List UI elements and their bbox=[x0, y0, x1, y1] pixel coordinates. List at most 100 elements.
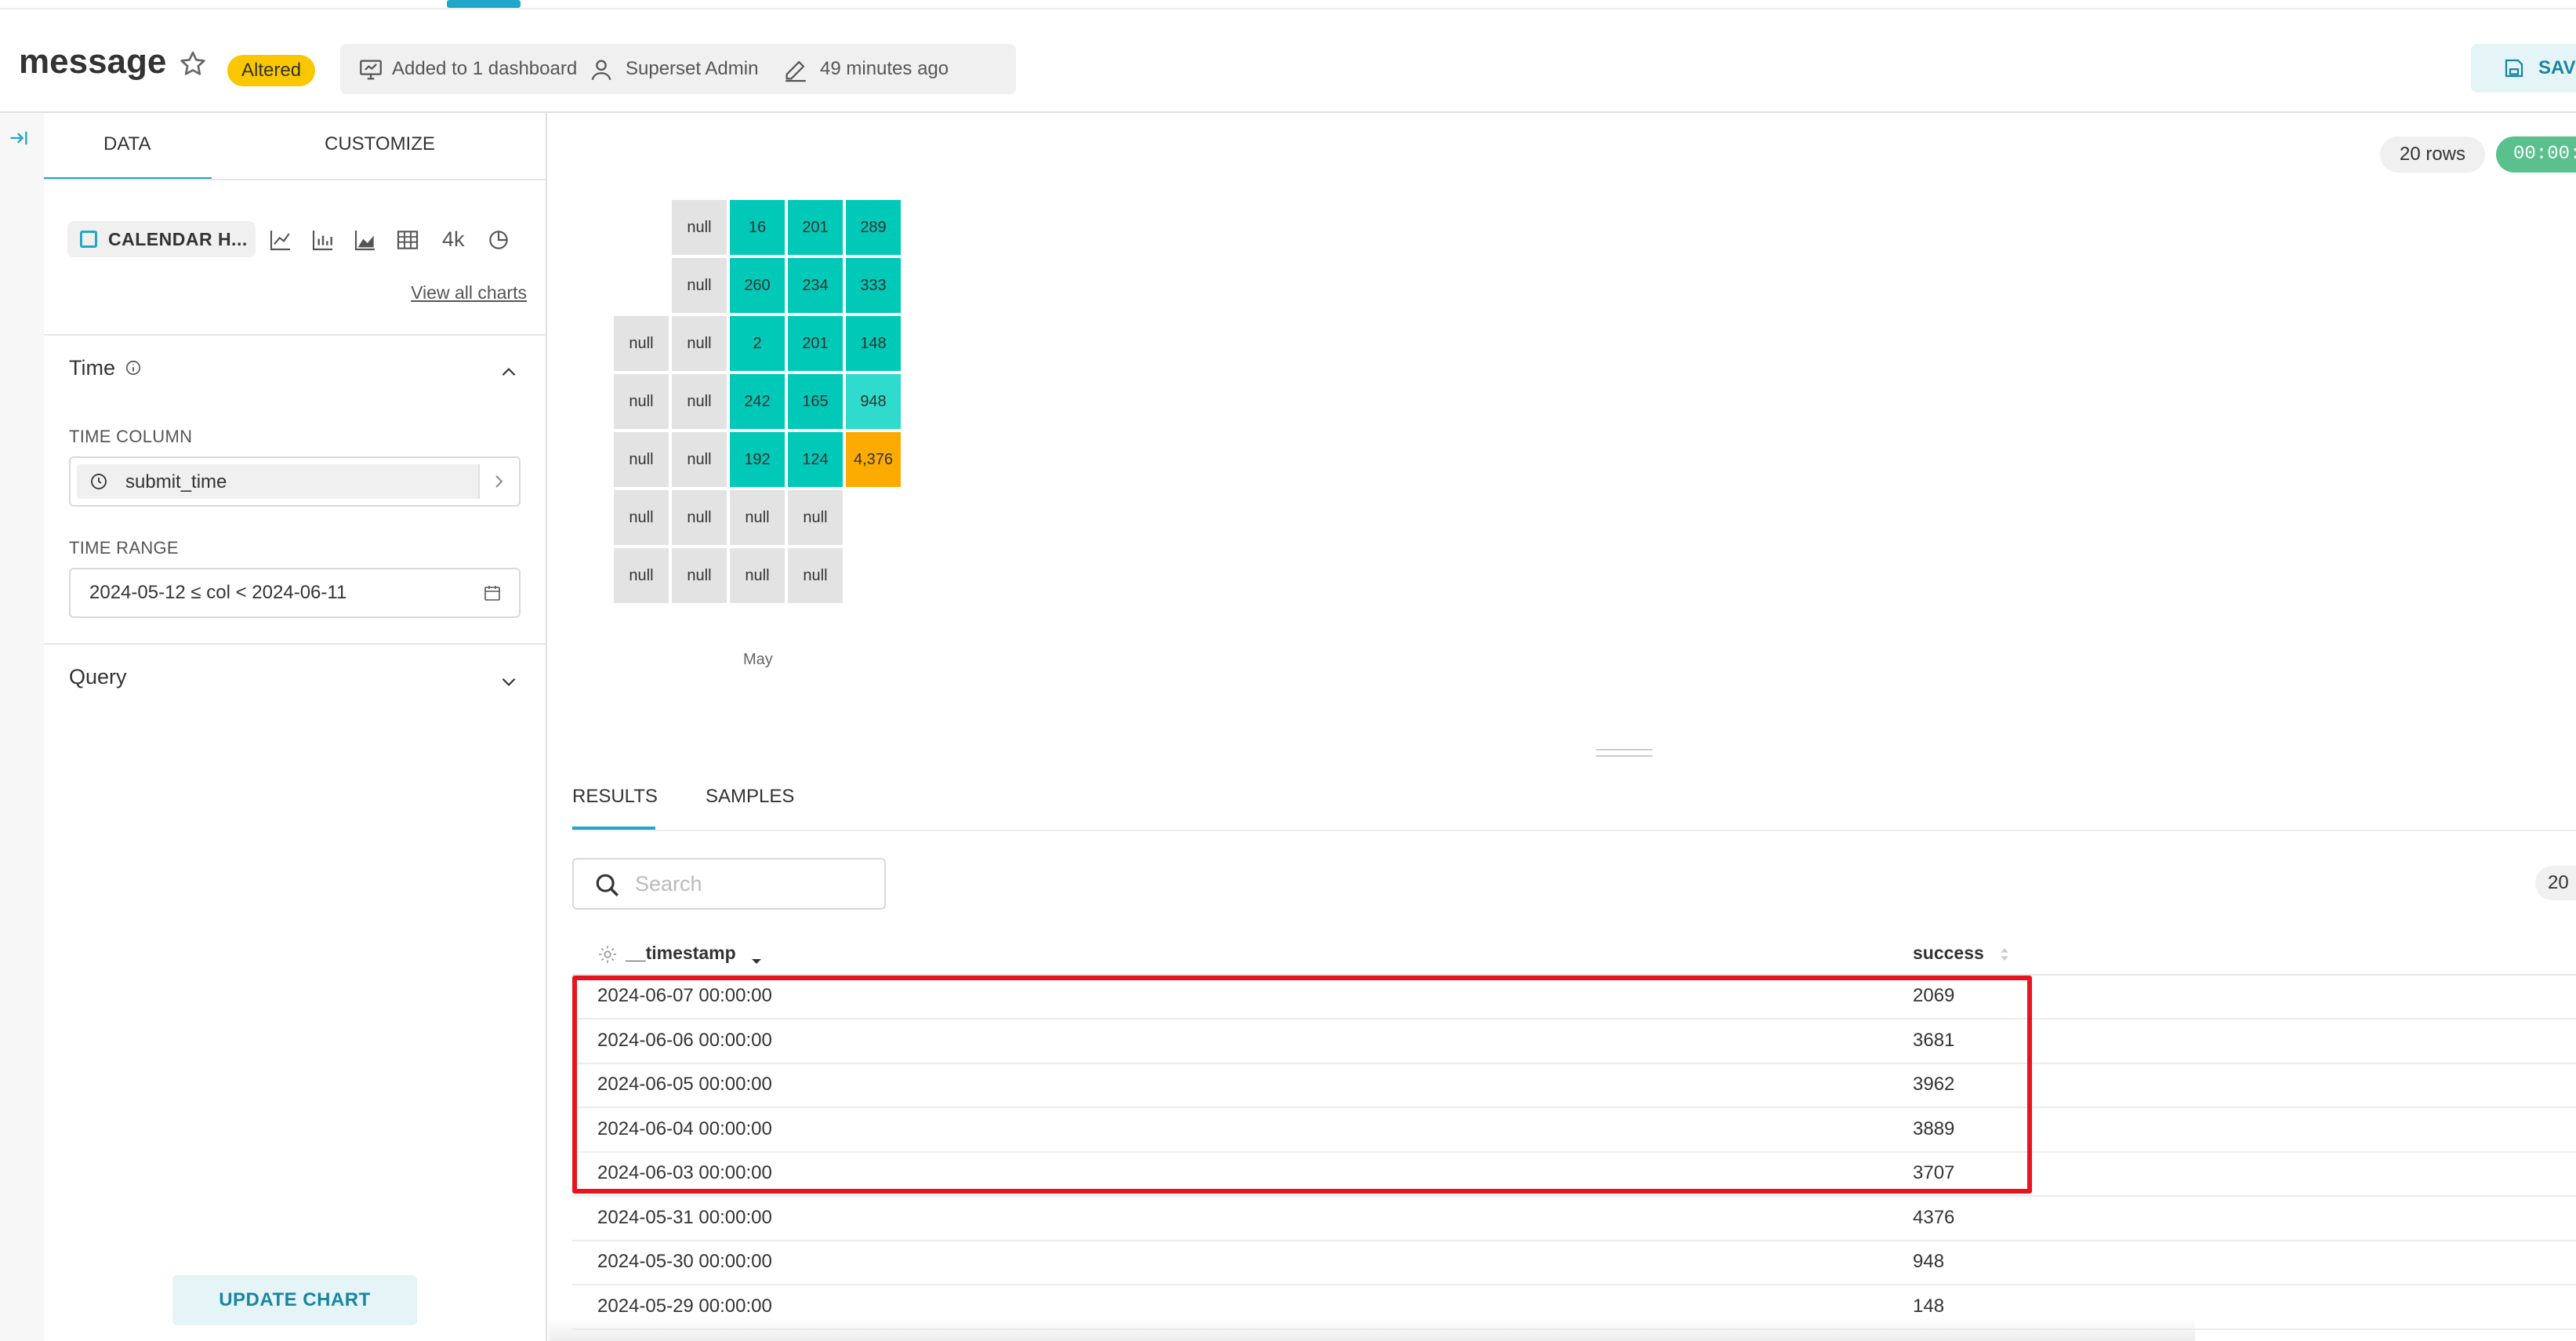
sort-icon[interactable] bbox=[1999, 944, 2010, 965]
heatmap-cell[interactable]: 192 bbox=[730, 432, 785, 487]
table-row[interactable]: 2024-06-07 00:00:00 2069 bbox=[572, 976, 2576, 1019]
table-row[interactable]: 2024-05-31 00:00:00 4376 bbox=[572, 1197, 2576, 1241]
viz-type-label: CALENDAR H... bbox=[108, 229, 248, 249]
heatmap-cell[interactable]: null bbox=[672, 548, 727, 603]
chevron-down-icon[interactable] bbox=[499, 671, 519, 692]
timestamp-cell: 2024-06-06 00:00:00 bbox=[597, 1029, 772, 1051]
success-cell: 948 bbox=[1913, 1251, 1945, 1272]
search-icon bbox=[596, 874, 619, 896]
heatmap-cell[interactable]: 201 bbox=[788, 200, 843, 255]
heatmap-cell[interactable]: null bbox=[672, 490, 727, 545]
info-icon[interactable] bbox=[125, 359, 142, 376]
month-label: May bbox=[743, 651, 773, 668]
results-tabs-divider bbox=[572, 830, 2576, 831]
heatmap-cell[interactable]: null bbox=[672, 316, 727, 371]
success-cell: 3681 bbox=[1913, 1029, 1955, 1051]
table-header-divider bbox=[572, 974, 2576, 976]
top-divider bbox=[0, 8, 2576, 9]
success-cell: 3889 bbox=[1913, 1118, 1955, 1139]
heatmap-cell[interactable]: 148 bbox=[846, 316, 901, 371]
table-row[interactable]: 2024-06-03 00:00:00 3707 bbox=[572, 1153, 2576, 1197]
chevron-up-icon[interactable] bbox=[499, 362, 519, 383]
timestamp-cell: 2024-05-31 00:00:00 bbox=[597, 1206, 772, 1228]
view-all-charts-link[interactable]: View all charts bbox=[411, 282, 527, 303]
query-section-header[interactable]: Query bbox=[69, 665, 127, 689]
heatmap-cell[interactable]: null bbox=[788, 490, 843, 545]
time-column-label: TIME COLUMN bbox=[69, 427, 193, 446]
altered-badge[interactable]: Altered bbox=[227, 55, 316, 86]
heatmap-cell[interactable]: 165 bbox=[788, 374, 843, 429]
heatmap-cell[interactable]: null bbox=[730, 548, 785, 603]
search-input[interactable]: Search bbox=[572, 858, 886, 910]
table-row[interactable]: 2024-06-06 00:00:00 3681 bbox=[572, 1020, 2576, 1064]
tab-samples[interactable]: SAMPLES bbox=[706, 786, 795, 807]
chart-title[interactable]: message bbox=[19, 42, 167, 81]
success-cell: 3707 bbox=[1913, 1162, 1955, 1183]
time-divider bbox=[44, 643, 546, 645]
pie-chart-icon[interactable] bbox=[486, 227, 511, 253]
heatmap-cell[interactable]: 948 bbox=[846, 374, 901, 429]
heatmap-cell[interactable]: null bbox=[672, 258, 727, 313]
area-chart-icon[interactable] bbox=[353, 227, 378, 253]
bottom-fade bbox=[549, 1317, 2195, 1341]
heatmap-cell[interactable]: 260 bbox=[730, 258, 785, 313]
heatmap-cell[interactable]: null bbox=[614, 548, 669, 603]
column-header-success[interactable]: success bbox=[1913, 943, 1984, 963]
column-header-timestamp[interactable]: __timestamp bbox=[626, 943, 736, 963]
heatmap-cell[interactable]: 16 bbox=[730, 200, 785, 255]
heatmap-cell[interactable]: 289 bbox=[846, 200, 901, 255]
modified-time: 49 minutes ago bbox=[820, 58, 949, 79]
big-number-icon[interactable]: 4k bbox=[442, 227, 465, 251]
calendar-icon[interactable] bbox=[483, 583, 502, 602]
time-column-chip[interactable]: submit_time bbox=[77, 464, 480, 499]
dashboard-info[interactable]: Added to 1 dashboard bbox=[392, 58, 578, 79]
time-range-value: 2024-05-12 ≤ col < 2024-06-11 bbox=[89, 582, 347, 603]
timestamp-cell: 2024-06-04 00:00:00 bbox=[597, 1118, 772, 1139]
heatmap-cell[interactable]: 242 bbox=[730, 374, 785, 429]
heatmap-cell[interactable]: null bbox=[614, 432, 669, 487]
chevron-right-icon[interactable] bbox=[489, 472, 508, 491]
time-range-field[interactable]: 2024-05-12 ≤ col < 2024-06-11 bbox=[69, 568, 521, 618]
heatmap-cell[interactable]: null bbox=[614, 490, 669, 545]
heatmap-cell[interactable]: null bbox=[614, 316, 669, 371]
table-icon[interactable] bbox=[395, 227, 420, 253]
search-placeholder: Search bbox=[635, 872, 702, 896]
star-icon[interactable] bbox=[177, 49, 209, 80]
results-tab-indicator bbox=[572, 827, 655, 830]
table-row[interactable]: 2024-06-05 00:00:00 3962 bbox=[572, 1064, 2576, 1108]
heatmap-cell[interactable]: null bbox=[672, 374, 727, 429]
heatmap-cell[interactable]: 234 bbox=[788, 258, 843, 313]
resize-handle[interactable] bbox=[1596, 749, 1653, 757]
success-cell: 2069 bbox=[1913, 985, 1955, 1006]
heatmap-cell[interactable]: null bbox=[614, 374, 669, 429]
query-timer-badge: 00:00: bbox=[2496, 136, 2576, 173]
control-panel: DATA CUSTOMIZE CALENDAR H... 4k View all… bbox=[44, 113, 547, 1341]
time-section-header[interactable]: Time bbox=[69, 356, 142, 380]
viz-type-selector[interactable]: CALENDAR H... bbox=[67, 221, 256, 257]
update-chart-button[interactable]: UPDATE CHART bbox=[172, 1275, 417, 1325]
save-button[interactable]: SAV bbox=[2471, 44, 2576, 93]
time-section-label: Time bbox=[69, 356, 115, 380]
table-row[interactable]: 2024-05-30 00:00:00 948 bbox=[572, 1241, 2576, 1285]
heatmap-cell[interactable]: 333 bbox=[846, 258, 901, 313]
heatmap-cell[interactable]: 2 bbox=[730, 316, 785, 371]
heatmap-cell[interactable]: null bbox=[788, 548, 843, 603]
time-column-field[interactable]: submit_time bbox=[69, 456, 521, 507]
success-cell: 3962 bbox=[1913, 1074, 1955, 1095]
table-row[interactable]: 2024-06-04 00:00:00 3889 bbox=[572, 1109, 2576, 1153]
heatmap-cell[interactable]: 124 bbox=[788, 432, 843, 487]
heatmap-cell[interactable]: 201 bbox=[788, 316, 843, 371]
line-chart-icon[interactable] bbox=[268, 227, 293, 253]
sort-desc-icon[interactable] bbox=[749, 947, 764, 966]
save-icon bbox=[2505, 59, 2523, 78]
bar-chart-icon[interactable] bbox=[310, 227, 336, 253]
heatmap-cell[interactable]: 4,376 bbox=[846, 432, 901, 487]
heatmap-cell[interactable]: null bbox=[672, 200, 727, 255]
heatmap-cell[interactable]: null bbox=[730, 490, 785, 545]
tab-customize[interactable]: CUSTOMIZE bbox=[325, 133, 435, 154]
tab-data[interactable]: DATA bbox=[103, 133, 151, 154]
expand-panel-icon[interactable] bbox=[8, 127, 30, 149]
tab-results[interactable]: RESULTS bbox=[572, 786, 658, 807]
gear-icon[interactable] bbox=[597, 944, 618, 965]
heatmap-cell[interactable]: null bbox=[672, 432, 727, 487]
